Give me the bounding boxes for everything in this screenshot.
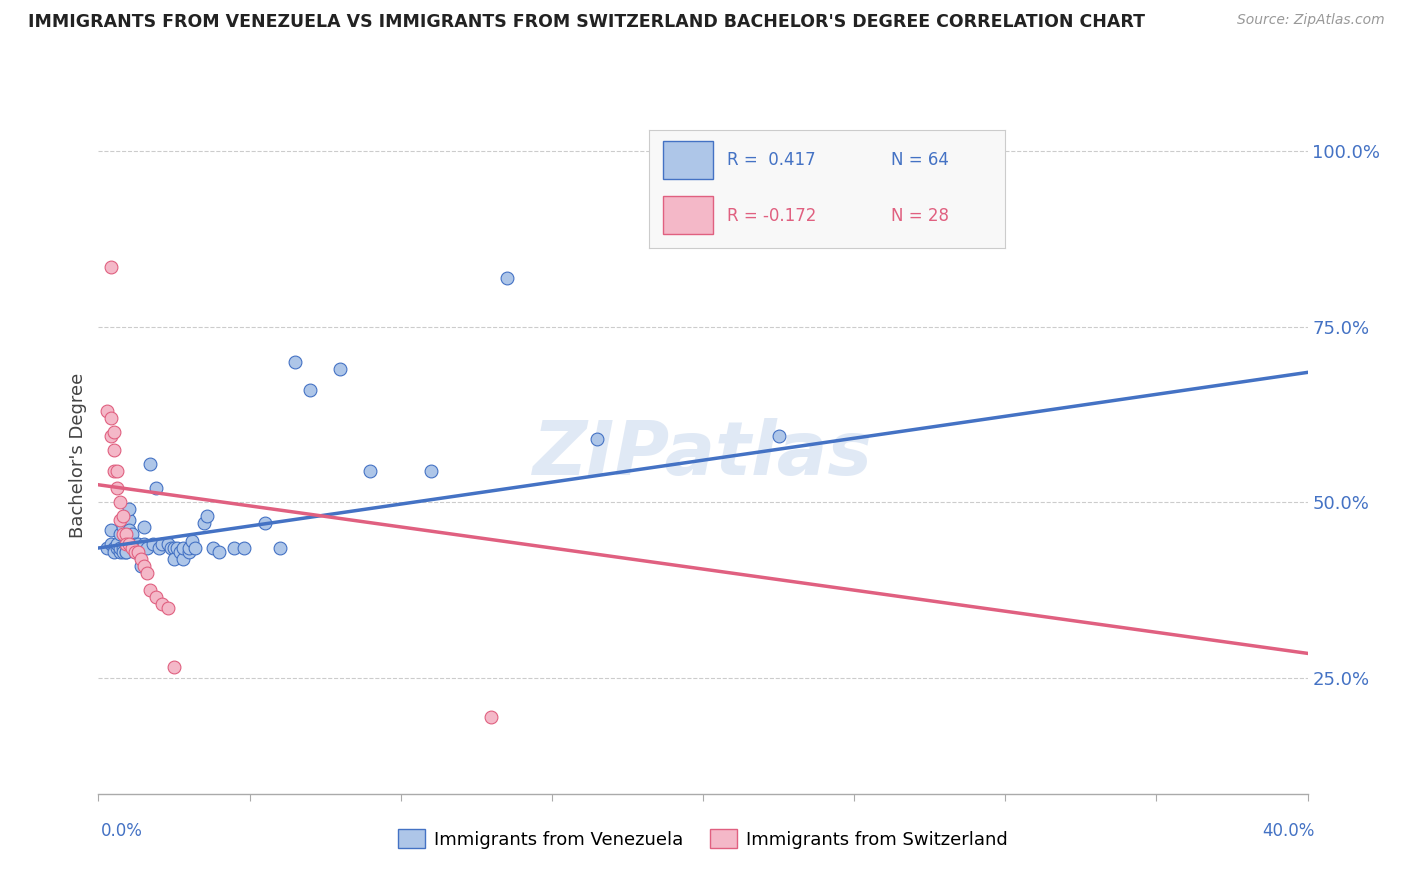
Point [145,590,167,604]
Point [202,541,225,555]
Point [768,428,790,442]
Point [111,509,134,524]
Point [181,533,204,548]
Point [127,541,149,555]
Point [127,544,149,558]
Point [118,537,141,551]
Point [166,541,188,555]
Point [148,541,170,555]
Point [114,527,136,541]
Point [132,558,155,573]
Point [156,537,179,551]
Point [132,537,155,551]
Point [139,583,162,598]
Point [253,516,276,531]
Point [108,527,131,541]
Point [108,544,131,558]
Point [232,541,254,555]
Point [172,541,194,555]
Point [360,464,382,478]
Point [179,544,201,558]
Point [135,566,157,580]
Point [103,425,125,439]
Point [121,527,143,541]
Point [129,558,152,573]
Point [124,537,146,551]
Point [269,541,291,555]
Point [105,481,128,495]
Point [108,513,131,527]
Point [121,541,143,555]
Point [124,544,146,558]
Point [103,541,125,555]
Point [127,537,149,551]
Point [111,544,134,558]
Point [114,544,136,558]
Point [108,495,131,509]
Point [193,516,215,531]
Point [103,464,125,478]
Point [184,541,207,555]
Point [100,260,122,274]
Point [208,544,231,558]
Point [160,541,183,555]
Point [118,524,141,538]
Point [142,537,165,551]
Point [156,600,179,615]
Point [124,541,146,555]
Point [121,537,143,551]
Point [139,457,162,471]
Point [100,537,122,551]
Point [129,551,152,566]
Point [103,442,125,457]
Point [145,481,167,495]
Point [150,597,173,611]
Point [108,541,131,555]
Point [163,660,186,674]
Point [105,541,128,555]
Point [114,537,136,551]
Point [150,537,173,551]
Point [420,464,443,478]
Text: 40.0%: 40.0% [1263,822,1315,840]
Point [129,541,152,555]
Y-axis label: Bachelor's Degree: Bachelor's Degree [69,372,87,538]
Point [96,404,118,418]
Point [586,432,609,446]
Point [135,541,157,555]
Point [481,709,503,723]
Point [114,544,136,558]
Text: 0.0%: 0.0% [101,822,143,840]
Point [172,551,194,566]
Point [284,355,307,369]
Point [118,502,141,516]
Point [100,428,122,442]
Point [105,537,128,551]
Text: Source: ZipAtlas.com: Source: ZipAtlas.com [1237,13,1385,28]
Point [111,520,134,534]
Point [105,464,128,478]
Legend: Immigrants from Venezuela, Immigrants from Switzerland: Immigrants from Venezuela, Immigrants fr… [391,822,1015,856]
Point [118,513,141,527]
Point [96,541,118,555]
Point [111,527,134,541]
Point [224,541,246,555]
Point [169,544,191,558]
Point [329,362,352,376]
Point [495,270,517,285]
Point [299,383,322,397]
Text: ZIPatlas: ZIPatlas [533,418,873,491]
Point [124,544,146,558]
Point [163,541,186,555]
Text: IMMIGRANTS FROM VENEZUELA VS IMMIGRANTS FROM SWITZERLAND BACHELOR'S DEGREE CORRE: IMMIGRANTS FROM VENEZUELA VS IMMIGRANTS … [28,13,1144,31]
Point [163,551,186,566]
Point [195,509,218,524]
Point [103,544,125,558]
Point [179,541,201,555]
Point [132,520,155,534]
Point [111,541,134,555]
Point [100,411,122,425]
Point [114,537,136,551]
Point [100,524,122,538]
